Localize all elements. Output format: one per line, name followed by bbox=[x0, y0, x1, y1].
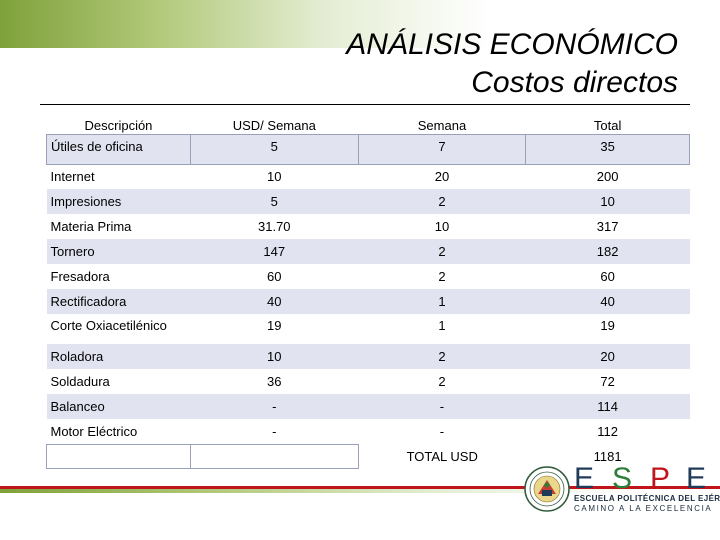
cell-description: Impresiones bbox=[46, 189, 191, 214]
cell-description: Balanceo bbox=[46, 394, 191, 419]
table-row: Impresiones 5 2 10 bbox=[46, 189, 690, 214]
cell-total: 60 bbox=[600, 269, 615, 284]
cell-weeks: 2 bbox=[358, 344, 526, 369]
table-row: Corte Oxiacetilénico 19 1 19 bbox=[47, 314, 690, 344]
header-gradient-band bbox=[0, 0, 720, 48]
university-seal-icon bbox=[524, 466, 570, 512]
cell-usd: 31.70 bbox=[258, 219, 291, 234]
table-header-row: Descripción USD/ Semana Semana Total bbox=[47, 106, 690, 134]
cell-total: 20 bbox=[525, 344, 690, 369]
cell-total: 200 bbox=[596, 169, 619, 185]
total-empty-cell bbox=[46, 443, 191, 469]
title-divider bbox=[40, 104, 690, 105]
espe-logo: E S P E ESCUELA POLITÉCNICA DEL EJÉRCITO… bbox=[520, 462, 720, 522]
cell-usd: 40 bbox=[190, 289, 359, 314]
cell-total: 10 bbox=[525, 189, 690, 214]
cell-weeks: 1 bbox=[438, 318, 446, 333]
cell-description: Tornero bbox=[46, 239, 191, 264]
cell-description: Fresadora bbox=[50, 269, 110, 284]
slide-title: ANÁLISIS ECONÓMICO Costos directos bbox=[346, 26, 678, 102]
table-row: Tornero 147 2 182 bbox=[46, 239, 690, 264]
table-row: Balanceo - - 114 bbox=[46, 394, 690, 419]
footer-red-bar bbox=[0, 486, 720, 489]
cell-total: 112 bbox=[597, 424, 619, 439]
cell-total: 19 bbox=[600, 318, 615, 333]
cell-weeks: - bbox=[358, 394, 526, 419]
table-row: Internet 10 20 200 bbox=[47, 164, 690, 189]
header-usd-week: USD/ Semana bbox=[232, 117, 316, 133]
cell-total: 72 bbox=[600, 374, 615, 389]
logo-letter-s: S bbox=[612, 462, 633, 495]
cell-description: Roladora bbox=[46, 344, 191, 369]
cell-weeks: - bbox=[439, 424, 445, 439]
cell-weeks: 2 bbox=[438, 269, 446, 284]
header-description: Descripción bbox=[84, 117, 153, 133]
cell-description: Rectificadora bbox=[46, 289, 191, 314]
table-row: Roladora 10 2 20 bbox=[46, 344, 690, 369]
cell-usd: - bbox=[190, 394, 359, 419]
cell-usd: 36 bbox=[267, 374, 282, 389]
cell-description: Motor Eléctrico bbox=[50, 423, 138, 439]
cell-total: 317 bbox=[596, 219, 619, 234]
cell-weeks: 2 bbox=[438, 374, 446, 389]
total-label: TOTAL USD bbox=[406, 448, 478, 464]
cell-weeks: 2 bbox=[358, 239, 526, 264]
table-row: Soldadura 36 2 72 bbox=[47, 369, 690, 394]
cell-usd: 10 bbox=[267, 169, 282, 185]
table-row: Rectificadora 40 1 40 bbox=[46, 289, 690, 314]
title-line-2: Costos directos bbox=[471, 66, 678, 99]
cell-weeks: 10 bbox=[434, 219, 450, 234]
cell-usd: - bbox=[272, 423, 277, 439]
cell-total: 35 bbox=[525, 133, 690, 165]
cell-total: 40 bbox=[525, 289, 690, 314]
logo-letter-e2: E bbox=[686, 462, 707, 495]
cell-weeks: 20 bbox=[434, 169, 450, 185]
table-row: Motor Eléctrico - - 112 bbox=[47, 419, 690, 444]
total-row: TOTAL USD 1181 bbox=[46, 443, 690, 469]
header-total: Total bbox=[593, 117, 622, 133]
logo-tagline: CAMINO A LA EXCELENCIA bbox=[574, 504, 713, 513]
cell-description: Soldadura bbox=[50, 374, 110, 389]
cell-weeks: 1 bbox=[358, 289, 526, 314]
cell-description: Útiles de oficina bbox=[46, 133, 191, 165]
cell-description: Corte Oxiacetilénico bbox=[50, 318, 167, 333]
cell-usd: 60 bbox=[267, 269, 282, 284]
cell-description: Materia Prima bbox=[50, 219, 132, 234]
cell-usd: 10 bbox=[190, 344, 359, 369]
costs-table: Descripción USD/ Semana Semana Total Úti… bbox=[46, 106, 690, 469]
cell-usd: 5 bbox=[190, 189, 359, 214]
logo-letter-p: P bbox=[650, 462, 671, 495]
total-empty-cell bbox=[189, 443, 359, 469]
table-row: Materia Prima 31.70 10 317 bbox=[47, 214, 690, 239]
table-row: Fresadora 60 2 60 bbox=[47, 264, 690, 289]
table-row: Útiles de oficina 5 7 35 bbox=[46, 133, 690, 165]
cell-weeks: 7 bbox=[357, 133, 527, 165]
cell-usd: 19 bbox=[267, 318, 282, 333]
header-weeks: Semana bbox=[417, 117, 467, 133]
cell-usd: 5 bbox=[189, 133, 359, 165]
total-value: 1181 bbox=[593, 448, 622, 464]
espe-wordmark: E S P E bbox=[574, 464, 714, 494]
cell-total: 182 bbox=[525, 239, 690, 264]
cell-total: 114 bbox=[525, 394, 690, 419]
logo-letter-e1: E bbox=[574, 462, 595, 495]
footer-green-bar bbox=[0, 489, 720, 493]
cell-description: Internet bbox=[50, 169, 95, 185]
cell-usd: 147 bbox=[190, 239, 359, 264]
cell-weeks: 2 bbox=[358, 189, 526, 214]
title-line-1: ANÁLISIS ECONÓMICO bbox=[346, 28, 678, 61]
logo-subtitle: ESCUELA POLITÉCNICA DEL EJÉRCITO bbox=[574, 494, 720, 503]
